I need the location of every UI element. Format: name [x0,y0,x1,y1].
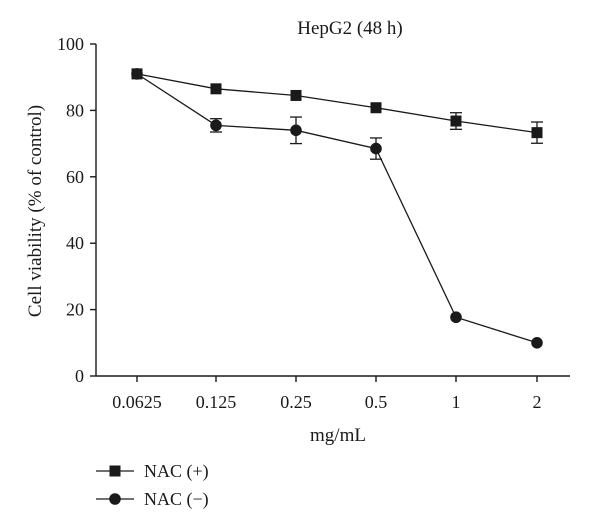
legend: NAC (+) NAC (−) [96,461,209,510]
y-tick-label: 80 [66,100,84,120]
data-point [531,337,543,349]
data-point [131,68,143,80]
data-point [210,83,222,95]
legend-marker [109,465,121,477]
data-point [290,89,302,101]
series-nac-minus [131,68,543,349]
series-line [136,73,538,134]
legend-item: NAC (−) [96,489,209,510]
legend-label: NAC (+) [144,461,209,482]
y-tick-label: 60 [66,167,84,187]
data-point [450,311,462,324]
x-ticks: 0.0625 0.125 0.25 0.5 1 2 [112,376,542,412]
data-point [290,124,302,137]
data-point [531,127,543,139]
series-nac-plus [131,68,543,144]
data-point [370,102,382,114]
legend-item: NAC (+) [96,461,209,482]
x-tick-label: 1 [452,392,461,412]
x-tick-label: 0.5 [365,392,388,412]
legend-marker [109,493,121,505]
y-tick-label: 100 [57,34,84,54]
data-point [370,142,382,155]
data-point [450,115,462,127]
series-group [131,68,543,349]
y-ticks: 0 20 40 60 80 100 [57,34,96,386]
data-point [210,119,222,132]
x-tick-label: 0.125 [196,392,237,412]
x-tick-label: 0.25 [280,392,312,412]
chart-title: HepG2 (48 h) [297,18,403,39]
x-tick-label: 2 [533,392,542,412]
y-axis-label: Cell viability (% of control) [25,105,46,317]
y-tick-label: 0 [75,366,84,386]
y-tick-label: 20 [66,300,84,320]
y-tick-label: 40 [66,233,84,253]
series-line [136,73,538,344]
x-tick-label: 0.0625 [112,392,162,412]
x-axis-label: mg/mL [310,425,366,446]
legend-label: NAC (−) [144,489,209,510]
